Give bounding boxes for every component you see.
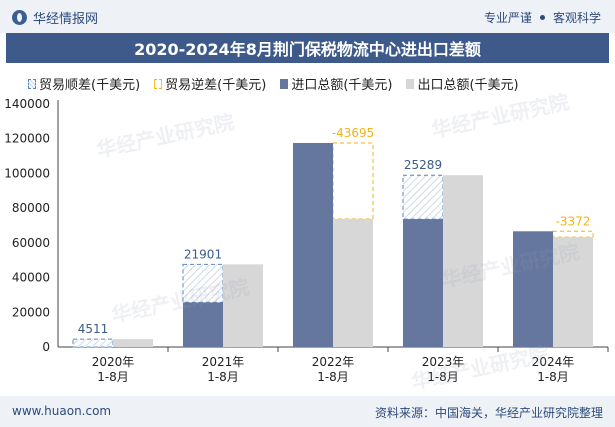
deficit-value-label: -43695 — [332, 126, 375, 140]
y-tick-label: 80000 — [12, 201, 50, 215]
import-bar — [183, 302, 223, 347]
x-tick-label: 2024年 1-8月 — [532, 355, 575, 384]
surplus-box — [182, 263, 224, 303]
tagline-2: 客观科学 — [552, 11, 601, 25]
export-bar — [443, 175, 483, 347]
brand[interactable]: 华经情报网 — [12, 8, 98, 27]
tagline-1: 专业严谨 — [483, 11, 532, 25]
legend-item-surplus: 贸易顺差(千美元) — [28, 74, 140, 93]
y-tick-label: 100000 — [4, 166, 50, 180]
legend-item-import: 进口总额(千美元) — [280, 74, 392, 93]
y-tick-label: 120000 — [4, 132, 50, 146]
surplus-value-label: 25289 — [404, 158, 442, 172]
y-tick-label: 40000 — [12, 271, 50, 285]
footer-source: 资料来源：中国海关，华经产业研究院整理 — [374, 406, 603, 420]
legend-item-deficit: 贸易逆差(千美元) — [154, 74, 266, 93]
brand-name: 华经情报网 — [33, 12, 99, 27]
legend-label-deficit: 贸易逆差(千美元) — [165, 78, 267, 93]
y-tick-label: 140000 — [4, 97, 50, 111]
legend-swatch-surplus — [28, 78, 36, 89]
legend-label-export: 出口总额(千美元) — [417, 78, 519, 93]
import-bar — [403, 219, 443, 347]
deficit-value-label: -3372 — [556, 214, 591, 228]
footer-site-link[interactable]: www.huaon.com — [12, 404, 112, 418]
surplus-box — [72, 338, 114, 348]
x-tick-label: 2023年 1-8月 — [422, 355, 465, 384]
export-bar — [113, 339, 153, 347]
legend-swatch-export — [406, 78, 415, 89]
export-bar — [333, 218, 373, 347]
legend-label-import: 进口总额(千美元) — [291, 78, 393, 93]
y-tick-label: 0 — [42, 340, 50, 354]
surplus-box — [402, 174, 444, 220]
y-tick-label: 20000 — [12, 305, 50, 319]
legend-item-export: 出口总额(千美元) — [406, 74, 519, 93]
huajing-logo-icon — [12, 10, 27, 25]
footer: www.huaon.com 资料来源：中国海关，华经产业研究院整理 — [0, 396, 615, 427]
x-tick-label: 2020年 1-8月 — [92, 355, 135, 384]
tagline: 专业严谨 客观科学 — [484, 9, 601, 26]
legend-label-surplus: 贸易顺差(千美元) — [39, 78, 141, 93]
x-tick-label: 2022年 1-8月 — [312, 355, 355, 384]
import-bar — [513, 231, 553, 347]
top-bar: 华经情报网 专业严谨 客观科学 — [0, 0, 615, 33]
export-bar — [223, 264, 263, 347]
y-tick-label: 60000 — [12, 236, 50, 250]
legend-swatch-deficit — [154, 78, 163, 89]
surplus-value-label: 4511 — [78, 322, 109, 336]
deficit-box — [332, 142, 374, 220]
bullet-dot-icon — [539, 15, 545, 20]
chart-legend: 贸易顺差(千美元) 贸易逆差(千美元) 进口总额(千美元) 出口总额(千美元) — [28, 74, 519, 93]
surplus-value-label: 21901 — [184, 247, 222, 261]
import-bar — [293, 142, 333, 347]
x-tick-label: 2021年 1-8月 — [202, 355, 245, 384]
export-bar — [553, 237, 593, 347]
legend-swatch-import — [280, 78, 289, 89]
deficit-box — [552, 230, 594, 238]
chart-title: 2020-2024年8月荆门保税物流中心进出口差额 — [6, 33, 609, 63]
